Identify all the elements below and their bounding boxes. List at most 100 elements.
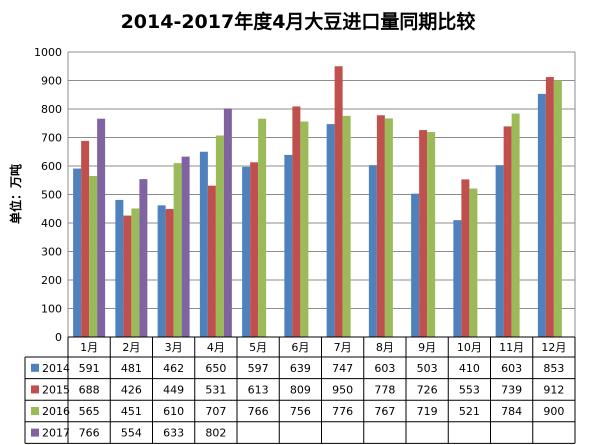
bar-2014-6 xyxy=(284,154,293,337)
data-label-2015-4: 531 xyxy=(205,383,226,396)
x-tick-label: 9月 xyxy=(418,341,436,354)
legend-label-2017: 2017 xyxy=(42,427,70,440)
data-label-2016-6: 756 xyxy=(290,405,311,418)
bar-2017-2 xyxy=(139,179,148,337)
legend-key-2016 xyxy=(31,407,39,415)
bar-2015-9 xyxy=(419,130,428,337)
data-label-2015-6: 809 xyxy=(290,383,311,396)
x-tick-label: 8月 xyxy=(376,341,394,354)
chart-title: 2014-2017年度4月大豆进口量同期比较 xyxy=(121,10,476,33)
legend-label-2016: 2016 xyxy=(42,405,70,418)
bar-2014-3 xyxy=(157,205,166,337)
bar-2016-9 xyxy=(427,132,436,337)
data-label-2014-9: 503 xyxy=(417,362,438,375)
y-axis-ticks: 0 100 200 300 400 500 600 700 800 900 1000 xyxy=(34,46,62,344)
bar-2014-1 xyxy=(73,168,82,337)
data-label-2016-8: 767 xyxy=(374,405,395,418)
data-label-2016-3: 610 xyxy=(163,405,184,418)
bar-2015-11 xyxy=(503,126,512,337)
bar-2015-6 xyxy=(292,106,301,337)
bar-2016-10 xyxy=(469,188,478,337)
x-tick-label: 6月 xyxy=(291,341,309,354)
data-label-2015-5: 613 xyxy=(248,383,269,396)
data-label-2016-9: 719 xyxy=(417,405,438,418)
bar-2016-1 xyxy=(89,175,98,337)
y-tick-label: 400 xyxy=(41,217,62,230)
y-tick-label: 200 xyxy=(41,274,62,287)
x-tick-label: 3月 xyxy=(165,341,183,354)
data-label-2014-11: 603 xyxy=(501,362,522,375)
bar-2016-4 xyxy=(215,135,224,337)
bar-2015-8 xyxy=(376,115,385,338)
data-label-2016-4: 707 xyxy=(205,405,226,418)
x-tick-label: 5月 xyxy=(249,341,267,354)
data-label-2015-3: 449 xyxy=(163,383,184,396)
data-label-2017-1: 766 xyxy=(79,427,100,440)
bar-2016-7 xyxy=(342,115,351,337)
data-label-2016-1: 565 xyxy=(79,405,100,418)
y-tick-label: 300 xyxy=(41,246,62,259)
y-tick-label: 900 xyxy=(41,75,62,88)
y-tick-label: 100 xyxy=(41,303,62,316)
data-label-2016-10: 521 xyxy=(459,405,480,418)
y-axis-label: 单位：万吨 xyxy=(8,164,23,224)
data-label-2014-12: 853 xyxy=(543,362,564,375)
bar-2016-2 xyxy=(131,208,140,337)
x-tick-label: 11月 xyxy=(499,341,524,354)
y-tick-label: 800 xyxy=(41,103,62,116)
data-label-2014-5: 597 xyxy=(248,362,269,375)
bar-2017-4 xyxy=(223,108,232,338)
data-label-2015-2: 426 xyxy=(121,383,142,396)
data-label-2014-7: 747 xyxy=(332,362,353,375)
data-label-2015-7: 950 xyxy=(332,383,353,396)
data-label-2016-2: 451 xyxy=(121,405,142,418)
y-tick-label: 700 xyxy=(41,132,62,145)
bar-2014-4 xyxy=(199,151,208,337)
x-tick-label: 10月 xyxy=(457,341,482,354)
bar-2017-1 xyxy=(97,118,106,337)
y-tick-label: 500 xyxy=(41,189,62,202)
y-tick-label: 0 xyxy=(55,331,62,344)
bar-2016-3 xyxy=(173,163,182,337)
bar-2014-8 xyxy=(368,165,377,337)
legend-key-2014 xyxy=(31,363,39,372)
bar-2015-2 xyxy=(123,215,132,337)
data-label-2017-3: 633 xyxy=(163,427,184,440)
data-label-2014-4: 650 xyxy=(205,362,226,375)
data-label-2015-9: 726 xyxy=(417,383,438,396)
bars xyxy=(73,66,562,338)
bar-2014-11 xyxy=(495,165,504,337)
bar-2015-12 xyxy=(545,77,554,337)
bar-2016-6 xyxy=(300,121,309,337)
data-table: 1月 2月 3月 4月 5月 6月 7月 8月 9月 10月 11月 12月 2014 591 481 462… xyxy=(24,336,576,444)
bar-2015-3 xyxy=(165,209,174,337)
legend-label-2015: 2015 xyxy=(42,383,70,396)
data-label-2015-1: 688 xyxy=(79,383,100,396)
data-label-2016-11: 784 xyxy=(501,405,522,418)
data-label-2016-7: 776 xyxy=(332,405,353,418)
bar-2016-5 xyxy=(258,118,267,337)
bar-2014-9 xyxy=(411,193,420,337)
x-tick-label: 4月 xyxy=(207,341,225,354)
bar-2016-11 xyxy=(511,113,520,337)
bar-2016-8 xyxy=(384,118,393,337)
x-tick-label: 2月 xyxy=(122,341,140,354)
data-label-2015-12: 912 xyxy=(543,383,564,396)
data-label-2014-1: 591 xyxy=(79,362,100,375)
bar-2015-1 xyxy=(81,140,90,337)
bar-2015-7 xyxy=(334,66,343,337)
y-tick-label: 600 xyxy=(41,160,62,173)
data-label-2014-8: 603 xyxy=(374,362,395,375)
data-label-2015-8: 778 xyxy=(374,383,395,396)
bar-2015-5 xyxy=(250,162,259,337)
bar-2014-2 xyxy=(115,199,124,337)
legend-key-2015 xyxy=(31,385,39,394)
data-label-2015-10: 553 xyxy=(459,383,480,396)
data-label-2016-12: 900 xyxy=(543,405,564,418)
bar-2017-3 xyxy=(181,156,190,337)
x-tick-label: 7月 xyxy=(334,341,352,354)
data-label-2014-6: 639 xyxy=(290,362,311,375)
data-label-2014-10: 410 xyxy=(459,362,480,375)
